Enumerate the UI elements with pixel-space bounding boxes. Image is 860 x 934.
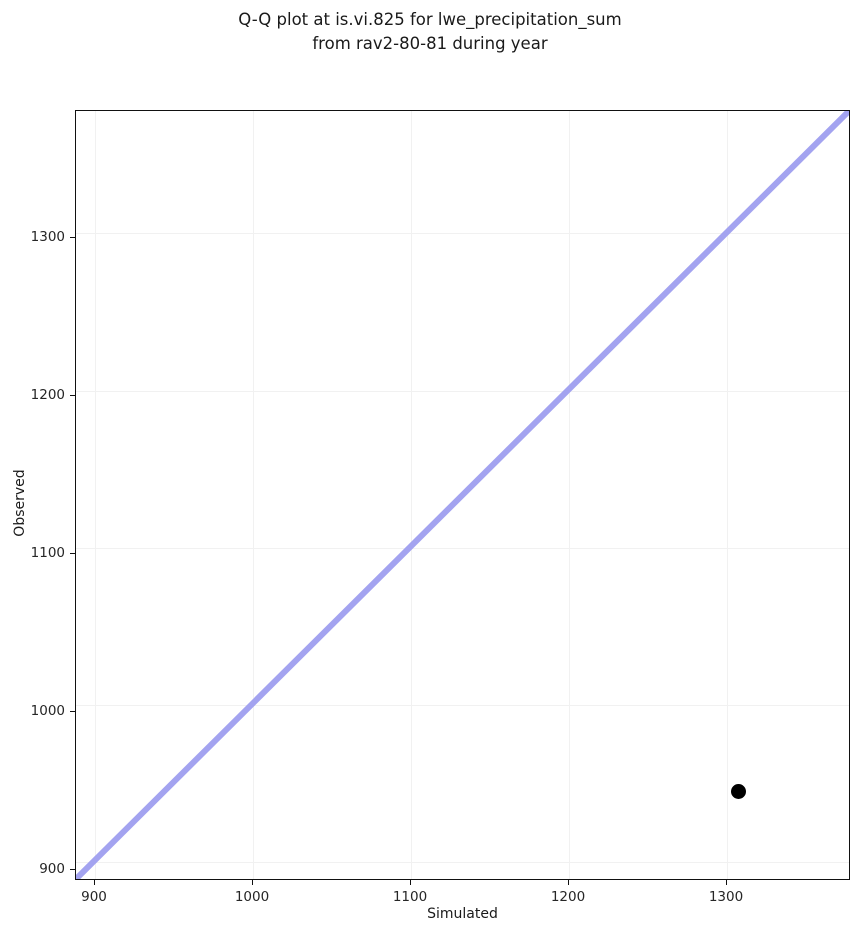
tick-x-1000 [252, 880, 253, 885]
tick-y-900 [70, 869, 75, 870]
data-point [730, 783, 746, 799]
gridline-y-1000 [76, 705, 849, 706]
gridline-y-1200 [76, 391, 849, 392]
ticklabel-y-1200: 1200 [30, 387, 65, 403]
gridline-y-900 [76, 862, 849, 863]
plot-area [75, 110, 850, 880]
tick-x-900 [94, 880, 95, 885]
y-axis-label: Observed [12, 469, 28, 537]
gridline-x-1100 [411, 111, 412, 879]
ticklabel-x-1200: 1200 [550, 889, 586, 905]
tick-y-1200 [70, 395, 75, 396]
tick-x-1300 [726, 880, 727, 885]
gridline-x-900 [95, 111, 96, 879]
ticklabel-y-1100: 1100 [30, 545, 65, 561]
ticklabel-y-1300: 1300 [30, 229, 65, 245]
page-title: Q-Q plot at is.vi.825 for lwe_precipitat… [238, 10, 622, 53]
tick-y-1000 [70, 711, 75, 712]
ticklabel-x-1000: 1000 [234, 889, 270, 905]
ticklabel-x-1300: 1300 [708, 889, 744, 905]
gridline-x-1000 [253, 111, 254, 879]
gridline-x-1200 [569, 111, 570, 879]
ticklabel-y-900: 900 [39, 861, 65, 877]
gridline-x-1300 [727, 111, 728, 879]
ticklabel-y-1000: 1000 [30, 703, 65, 719]
identity-reference-line [76, 111, 849, 879]
gridline-y-1100 [76, 548, 849, 549]
ticklabel-x-1100: 1100 [392, 889, 428, 905]
tick-y-1100 [70, 553, 75, 554]
x-axis-label: Simulated [427, 906, 498, 922]
ticklabel-x-900: 900 [81, 889, 107, 905]
gridline-y-1300 [76, 233, 849, 234]
tick-x-1200 [568, 880, 569, 885]
tick-y-1300 [70, 237, 75, 238]
tick-x-1100 [410, 880, 411, 885]
